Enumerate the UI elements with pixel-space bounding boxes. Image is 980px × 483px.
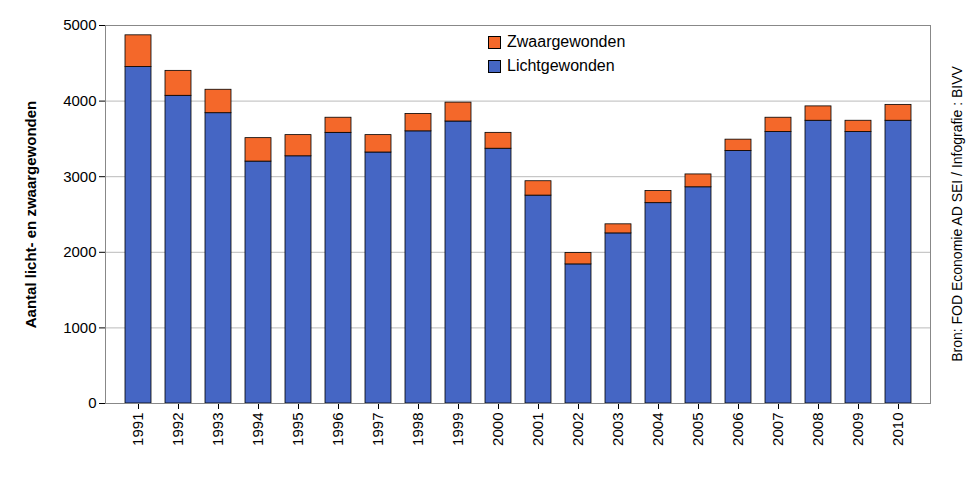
svg-text:2008: 2008 <box>809 413 826 446</box>
svg-text:2000: 2000 <box>489 413 506 446</box>
svg-text:2001: 2001 <box>529 413 546 446</box>
svg-text:2000: 2000 <box>63 243 96 260</box>
svg-text:2007: 2007 <box>769 413 786 446</box>
svg-text:2009: 2009 <box>849 413 866 446</box>
svg-text:1991: 1991 <box>129 413 146 446</box>
svg-text:Bron: FOD Economie AD SEI / In: Bron: FOD Economie AD SEI / Infografie :… <box>949 66 965 362</box>
svg-text:1996: 1996 <box>329 413 346 446</box>
svg-text:5000: 5000 <box>63 16 96 33</box>
svg-text:2010: 2010 <box>889 413 906 446</box>
svg-text:1999: 1999 <box>449 413 466 446</box>
svg-text:1993: 1993 <box>209 413 226 446</box>
svg-text:3000: 3000 <box>63 168 96 185</box>
svg-text:2006: 2006 <box>729 413 746 446</box>
svg-text:2002: 2002 <box>569 413 586 446</box>
svg-text:1992: 1992 <box>169 413 186 446</box>
svg-text:2004: 2004 <box>649 413 666 446</box>
svg-text:1998: 1998 <box>409 413 426 446</box>
svg-text:Aantal licht- en zwaargewonden: Aantal licht- en zwaargewonden <box>22 101 39 329</box>
svg-text:2005: 2005 <box>689 413 706 446</box>
html-text:Zwaargewonden: Zwaargewonden <box>507 33 626 50</box>
svg-text:1997: 1997 <box>369 413 386 446</box>
svg-text:0: 0 <box>88 394 96 411</box>
svg-text:4000: 4000 <box>63 92 96 109</box>
svg-text:2003: 2003 <box>609 413 626 446</box>
svg-text:1000: 1000 <box>63 319 96 336</box>
html-text:Lichtgewonden: Lichtgewonden <box>507 57 615 74</box>
svg-text:1994: 1994 <box>249 413 266 446</box>
svg-text:1995: 1995 <box>289 413 306 446</box>
